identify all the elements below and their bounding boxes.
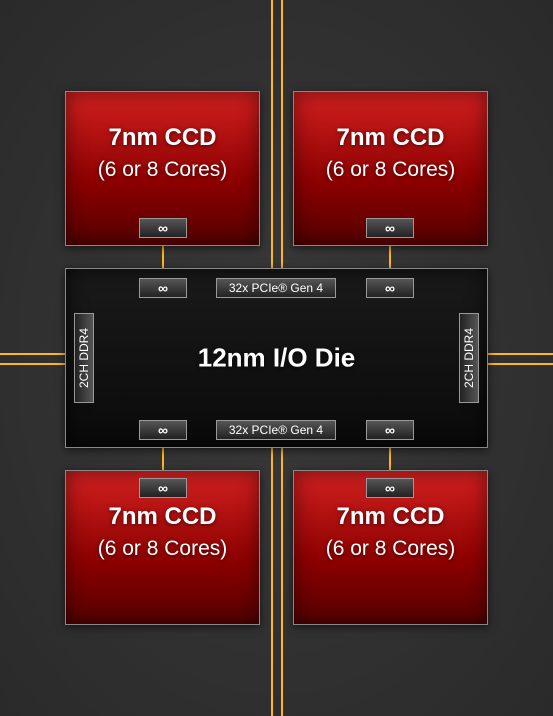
ccd-title: 7nm CCD	[66, 124, 259, 152]
ddr-block-right: 2CH DDR4	[459, 313, 479, 403]
ddr-block-left: 2CH DDR4	[74, 313, 94, 403]
pcie-line-bottom-a	[271, 440, 273, 716]
ddr-line-left-b	[0, 363, 74, 365]
ddr-line-left-a	[0, 353, 74, 355]
infinity-block-ccd-tr: ∞	[366, 218, 414, 238]
ddr-line-right-b	[479, 363, 553, 365]
chip-diagram: 7nm CCD (6 or 8 Cores) 7nm CCD (6 or 8 C…	[0, 0, 553, 716]
ccd-title: 7nm CCD	[66, 503, 259, 531]
ccd-title: 7nm CCD	[294, 503, 487, 531]
pcie-line-bottom-b	[281, 440, 283, 716]
ccd-subtitle: (6 or 8 Cores)	[294, 158, 487, 182]
io-die-label: 12nm I/O Die	[198, 343, 356, 374]
ccd-subtitle: (6 or 8 Cores)	[294, 537, 487, 561]
infinity-block-io-tr: ∞	[366, 278, 414, 298]
infinity-block-io-br: ∞	[366, 420, 414, 440]
ccd-subtitle: (6 or 8 Cores)	[66, 537, 259, 561]
pcie-line-top-a	[271, 0, 273, 278]
ccd-subtitle: (6 or 8 Cores)	[66, 158, 259, 182]
pcie-block-top: 32x PCIe® Gen 4	[216, 278, 336, 298]
infinity-block-ccd-br: ∞	[366, 478, 414, 498]
infinity-block-io-tl: ∞	[139, 278, 187, 298]
infinity-block-io-bl: ∞	[139, 420, 187, 440]
infinity-block-ccd-tl: ∞	[139, 218, 187, 238]
ccd-title: 7nm CCD	[294, 124, 487, 152]
pcie-line-top-b	[281, 0, 283, 278]
ddr-line-right-a	[479, 353, 553, 355]
infinity-block-ccd-bl: ∞	[139, 478, 187, 498]
pcie-block-bottom: 32x PCIe® Gen 4	[216, 420, 336, 440]
